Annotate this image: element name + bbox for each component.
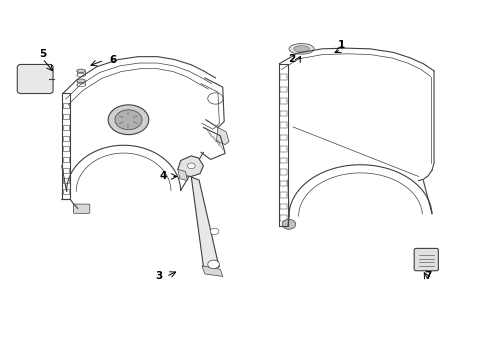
Polygon shape — [178, 156, 203, 176]
Bar — [280, 111, 286, 116]
FancyBboxPatch shape — [73, 204, 90, 213]
Bar — [280, 204, 286, 210]
Circle shape — [210, 228, 219, 235]
Bar — [280, 99, 286, 104]
Polygon shape — [288, 44, 313, 54]
Bar — [280, 122, 286, 128]
Polygon shape — [216, 127, 228, 145]
Bar — [62, 125, 69, 130]
Circle shape — [187, 163, 195, 168]
Bar — [62, 146, 69, 151]
Text: 5: 5 — [39, 49, 46, 59]
Circle shape — [108, 105, 148, 135]
Bar — [280, 181, 286, 186]
Text: 3: 3 — [155, 271, 162, 282]
FancyBboxPatch shape — [17, 64, 53, 94]
Text: 1: 1 — [337, 40, 344, 50]
Bar — [62, 114, 69, 120]
Text: 4: 4 — [160, 171, 167, 181]
Bar — [62, 157, 69, 162]
Text: 2: 2 — [287, 54, 295, 64]
Bar — [62, 189, 69, 194]
Circle shape — [207, 93, 223, 104]
Bar — [280, 215, 286, 221]
Bar — [280, 146, 286, 152]
Ellipse shape — [77, 69, 85, 73]
Circle shape — [207, 260, 219, 269]
Bar — [280, 158, 286, 163]
Bar — [280, 192, 286, 198]
Polygon shape — [202, 266, 223, 276]
Bar — [62, 136, 69, 141]
Bar — [62, 178, 69, 183]
Bar — [62, 103, 69, 108]
Circle shape — [115, 110, 142, 130]
Text: 6: 6 — [109, 55, 117, 65]
Polygon shape — [293, 46, 308, 52]
Polygon shape — [191, 177, 219, 269]
Bar — [280, 87, 286, 93]
Bar — [280, 135, 286, 140]
Polygon shape — [178, 169, 187, 181]
Bar — [280, 169, 286, 175]
Bar — [280, 75, 286, 80]
Ellipse shape — [77, 79, 85, 82]
Text: 7: 7 — [424, 271, 431, 281]
FancyBboxPatch shape — [413, 248, 437, 271]
Circle shape — [282, 219, 295, 229]
Bar — [62, 168, 69, 172]
